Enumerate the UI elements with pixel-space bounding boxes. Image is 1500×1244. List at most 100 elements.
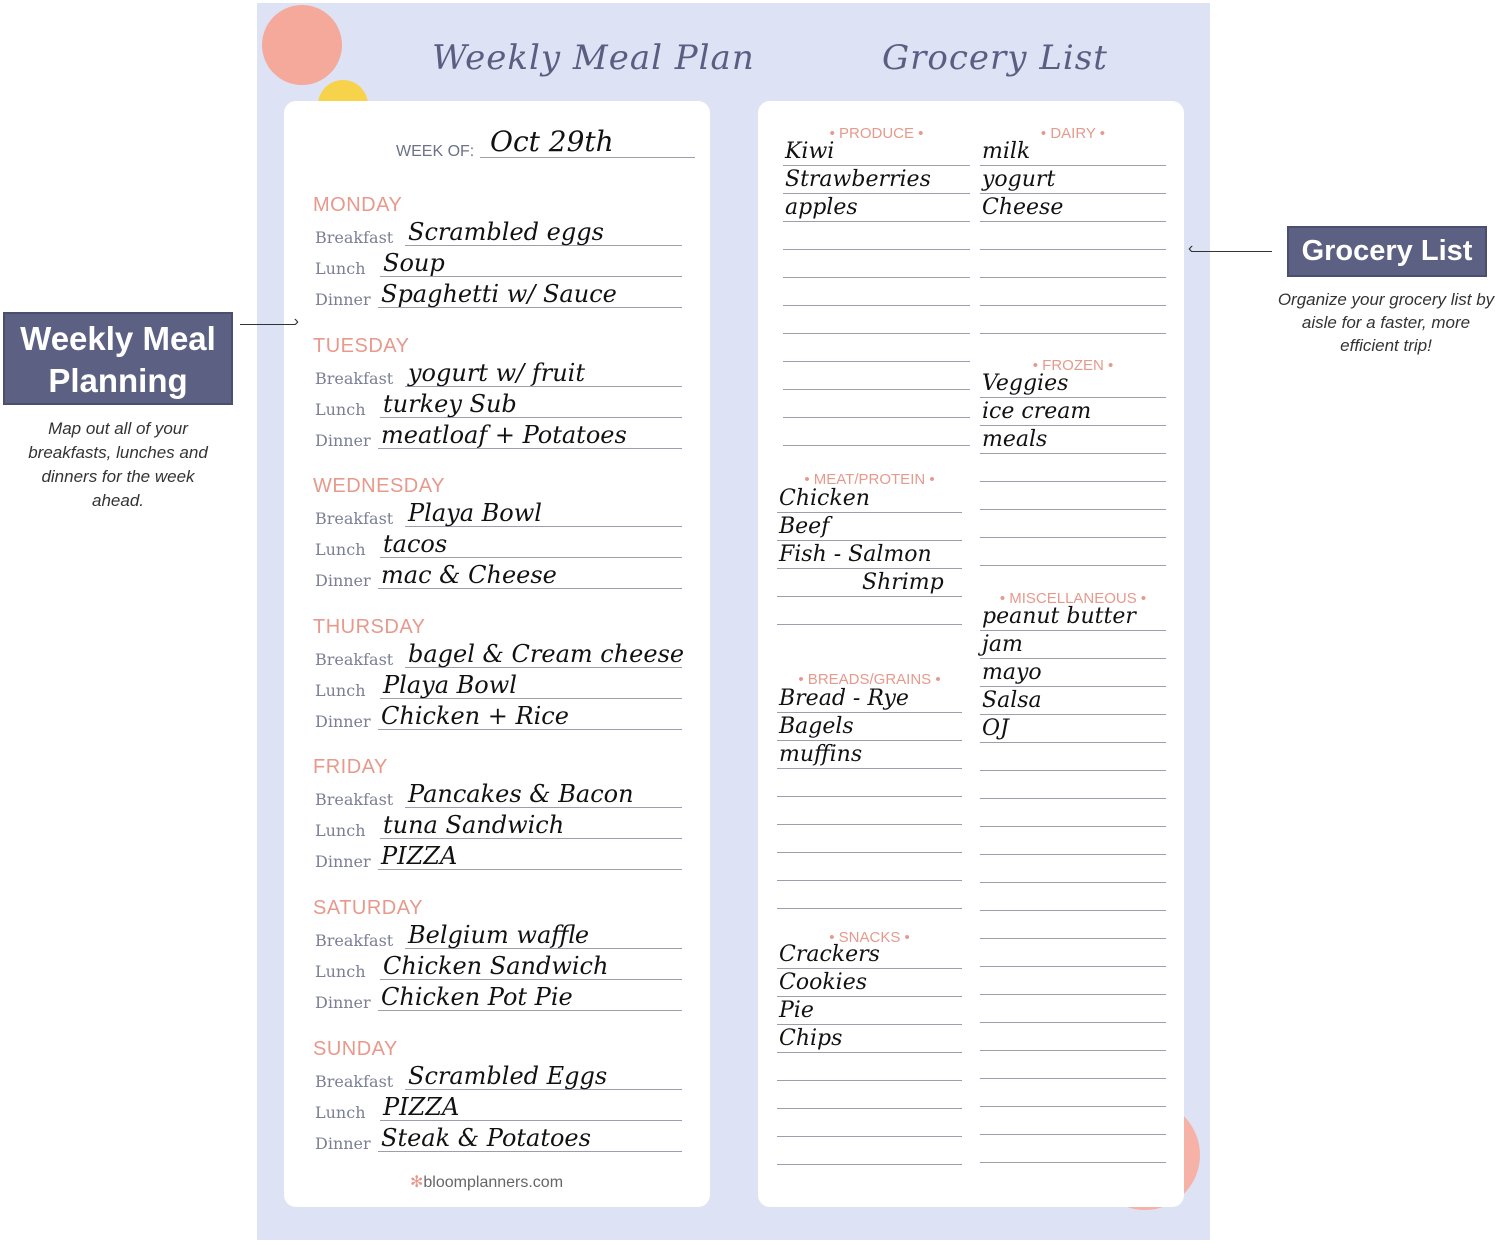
meal-entry[interactable]: tacos	[383, 530, 448, 559]
grocery-category-heading: • PRODUCE •	[829, 125, 924, 142]
week-of-value[interactable]: Oct 29th	[490, 125, 614, 158]
grocery-item[interactable]: mayo	[982, 660, 1042, 685]
grocery-line	[980, 193, 1166, 194]
meal-line	[405, 245, 682, 246]
grocery-line	[783, 165, 970, 166]
meal-entry[interactable]: Chicken Sandwich	[383, 952, 609, 980]
meal-entry[interactable]: Scrambled eggs	[408, 218, 604, 246]
meal-entry[interactable]: bagel & Cream cheese	[408, 639, 685, 668]
meal-label: Dinner	[315, 1133, 371, 1153]
grocery-line	[777, 1136, 962, 1137]
grocery-item[interactable]: Salsa	[982, 688, 1042, 713]
grocery-line	[980, 509, 1166, 510]
grocery-item[interactable]: yogurt	[982, 167, 1056, 192]
meal-entry[interactable]: turkey Sub	[383, 389, 517, 418]
grocery-line	[783, 445, 970, 446]
meal-entry[interactable]: Playa Bowl	[383, 670, 517, 699]
grocery-line	[783, 249, 970, 250]
callout-weekly-meal-planning: Weekly Meal Planning	[3, 312, 233, 405]
grocery-line	[980, 994, 1166, 995]
meal-entry[interactable]: mac & Cheese	[381, 561, 557, 590]
grocery-line	[980, 565, 1166, 566]
meal-line	[405, 666, 682, 668]
meal-line	[378, 728, 682, 730]
meal-entry[interactable]: Spaghetti w/ Sauce	[381, 280, 617, 308]
grocery-item[interactable]: Strawberries	[785, 167, 931, 192]
grocery-item[interactable]: Beef	[779, 514, 830, 539]
meal-label: Dinner	[315, 571, 371, 591]
grocery-item[interactable]: Bread - Rye	[779, 686, 909, 711]
meal-label: Lunch	[315, 821, 366, 841]
grocery-line	[980, 742, 1166, 743]
grocery-item[interactable]: Crackers	[779, 942, 880, 967]
meal-label: Breakfast	[315, 1071, 394, 1091]
grocery-item[interactable]: Cookies	[779, 970, 867, 995]
meal-label: Lunch	[315, 259, 366, 278]
grocery-line	[777, 908, 962, 909]
grocery-line	[783, 221, 970, 222]
flower-logo-icon: ✻	[410, 1174, 424, 1191]
grocery-line	[980, 714, 1166, 715]
grocery-line	[783, 361, 970, 362]
meal-entry[interactable]: Belgium waffle	[408, 921, 590, 949]
meal-line	[378, 869, 682, 871]
grocery-line	[980, 798, 1166, 799]
meal-entry[interactable]: Chicken Pot Pie	[381, 983, 573, 1011]
meal-entry[interactable]: PIZZA	[383, 1092, 460, 1121]
grocery-line	[980, 249, 1166, 250]
grocery-item[interactable]: Shrimp	[862, 570, 944, 595]
meal-label: Breakfast	[315, 790, 394, 810]
grocery-item[interactable]: milk	[982, 139, 1031, 164]
flower-decoration-top-left	[262, 5, 342, 85]
grocery-line	[980, 826, 1166, 827]
grocery-item[interactable]: peanut butter	[982, 604, 1136, 629]
grocery-line	[980, 333, 1166, 334]
meal-label: Breakfast	[315, 368, 394, 388]
meal-label: Dinner	[315, 852, 371, 872]
grocery-item[interactable]: Bagels	[779, 714, 854, 739]
grocery-item[interactable]: Pie	[779, 998, 814, 1023]
meal-label: Breakfast	[315, 931, 394, 950]
grocery-item[interactable]: OJ	[982, 716, 1009, 741]
day-heading-monday: MONDAY	[313, 194, 403, 216]
meal-label: Breakfast	[315, 228, 394, 247]
grocery-line	[777, 624, 962, 625]
grocery-item[interactable]: muffins	[779, 742, 863, 767]
grocery-line	[980, 686, 1166, 687]
grocery-item[interactable]: apples	[785, 195, 858, 220]
meal-entry[interactable]: Playa Bowl	[408, 499, 542, 528]
grocery-item[interactable]: Veggies	[982, 371, 1069, 396]
day-heading-sunday: SUNDAY	[313, 1037, 398, 1060]
grocery-item[interactable]: Kiwi	[785, 139, 835, 164]
grocery-item[interactable]: jam	[982, 632, 1023, 657]
grocery-item[interactable]: Chips	[779, 1026, 843, 1051]
grocery-item[interactable]: Cheese	[982, 195, 1064, 220]
grocery-line	[777, 1080, 962, 1081]
meal-line	[380, 697, 682, 699]
grocery-category-heading: • SNACKS •	[829, 929, 910, 946]
meal-line	[378, 447, 682, 449]
meal-plan-title: Weekly Meal Plan	[432, 38, 755, 78]
grocery-item[interactable]: Fish - Salmon	[779, 542, 932, 567]
grocery-line	[777, 712, 962, 713]
meal-entry[interactable]: Pancakes & Bacon	[408, 780, 634, 809]
meal-entry[interactable]: meatloaf + Potatoes	[381, 420, 627, 449]
meal-entry[interactable]: Scrambled Eggs	[408, 1061, 608, 1090]
meal-line	[380, 1119, 682, 1121]
callout-left-caption: Map out all of your breakfasts, lunches …	[28, 419, 208, 510]
grocery-item[interactable]: meals	[982, 427, 1048, 452]
grocery-line	[980, 537, 1166, 538]
meal-label: Breakfast	[315, 649, 394, 669]
meal-line	[405, 385, 682, 387]
meal-entry[interactable]: Chicken + Rice	[381, 701, 569, 730]
meal-entry[interactable]: tuna Sandwich	[383, 811, 565, 840]
meal-entry[interactable]: Soup	[383, 249, 445, 277]
grocery-item[interactable]: ice cream	[982, 399, 1092, 424]
day-heading-friday: FRIDAY	[313, 756, 388, 779]
meal-entry[interactable]: PIZZA	[381, 842, 458, 871]
grocery-item[interactable]: Chicken	[779, 486, 870, 511]
meal-entry[interactable]: Steak & Potatoes	[381, 1123, 591, 1152]
meal-label: Lunch	[315, 399, 366, 419]
grocery-line	[980, 1106, 1166, 1107]
meal-entry[interactable]: yogurt w/ fruit	[408, 358, 585, 387]
